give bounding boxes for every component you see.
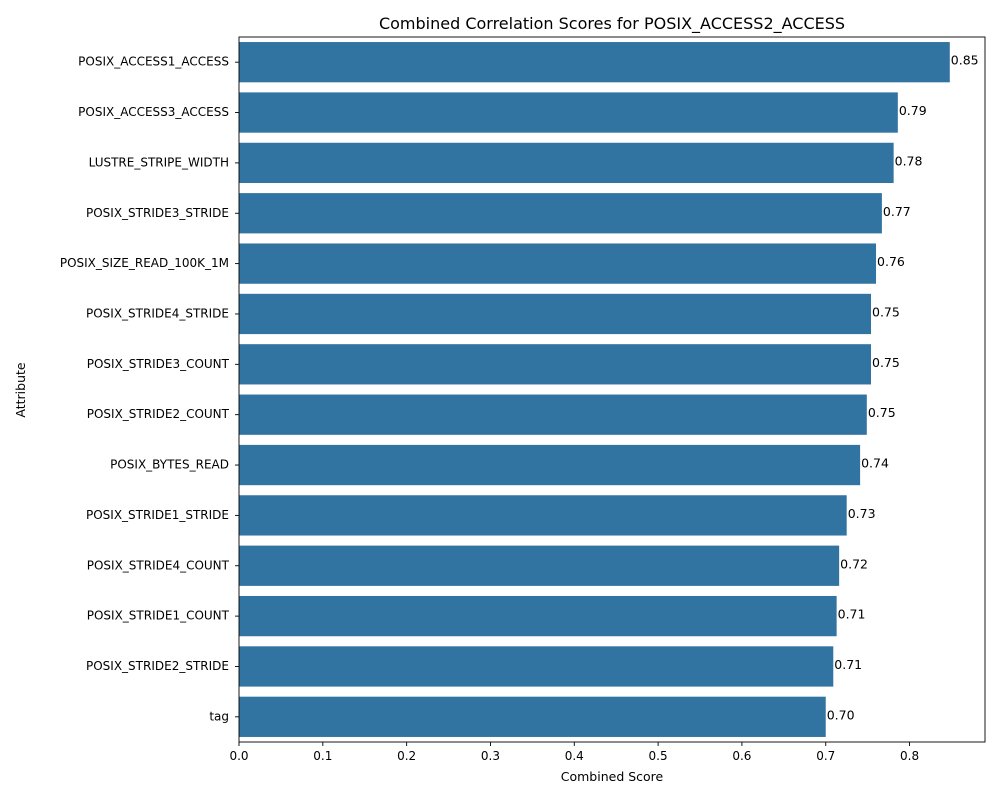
- bar-value-label: 0.71: [838, 607, 866, 622]
- y-tick-label: POSIX_STRIDE4_STRIDE: [86, 306, 229, 320]
- x-tick-label: 0.5: [649, 749, 668, 763]
- bar-value-label: 0.75: [872, 355, 900, 370]
- y-tick-label: POSIX_STRIDE3_STRIDE: [86, 206, 229, 220]
- bar: [239, 293, 872, 335]
- bar: [239, 495, 847, 536]
- bar: [239, 142, 894, 184]
- y-tick-label: POSIX_ACCESS3_ACCESS: [78, 105, 229, 119]
- bar: [239, 344, 872, 385]
- bar: [239, 545, 840, 586]
- bar: [239, 595, 837, 637]
- data-labels-layer: 0.85 0.79 0.78 0.77 0.76 0.75 0.75 0.75 0.74 0.73…: [827, 53, 979, 723]
- x-axis-label: Combined Score: [561, 769, 664, 784]
- y-axis-label: Attribute: [13, 362, 28, 418]
- bar: [239, 646, 834, 687]
- x-tick-label: 0.2: [397, 749, 416, 763]
- bar: [239, 42, 950, 83]
- bar: [239, 696, 826, 737]
- bar: [239, 444, 861, 486]
- bar-value-label: 0.85: [951, 53, 979, 68]
- x-axis-ticks: 0.0 0.1 0.2 0.3 0.4 0.5 0.6 0.7 0.8: [229, 742, 919, 763]
- bar-value-label: 0.75: [872, 304, 900, 319]
- bar-value-label: 0.74: [861, 456, 889, 471]
- bar-value-label: 0.75: [868, 405, 896, 420]
- y-tick-label: POSIX_STRIDE2_STRIDE: [86, 659, 229, 673]
- y-tick-label: POSIX_BYTES_READ: [110, 458, 229, 472]
- bar-value-label: 0.73: [848, 506, 876, 521]
- bar: [239, 243, 877, 284]
- bar-value-label: 0.72: [840, 556, 868, 571]
- x-tick-label: 0.3: [481, 749, 500, 763]
- x-tick-label: 0.0: [229, 749, 248, 763]
- y-tick-label: POSIX_SIZE_READ_100K_1M: [60, 256, 229, 270]
- bar-value-label: 0.71: [834, 657, 862, 672]
- bar: [239, 92, 898, 133]
- y-tick-label: POSIX_ACCESS1_ACCESS: [78, 55, 229, 69]
- bar-value-label: 0.78: [895, 153, 923, 168]
- y-tick-label: POSIX_STRIDE1_STRIDE: [86, 508, 229, 522]
- bar-value-label: 0.70: [827, 707, 855, 722]
- bars-layer: [239, 42, 950, 737]
- chart-title: Combined Correlation Scores for POSIX_AC…: [379, 14, 845, 34]
- x-tick-label: 0.8: [900, 749, 919, 763]
- y-axis-ticks: POSIX_ACCESS1_ACCESS POSIX_ACCESS3_ACCESS…: [60, 55, 239, 723]
- bar-value-label: 0.76: [877, 254, 905, 269]
- bar-value-label: 0.77: [883, 204, 911, 219]
- y-tick-label: POSIX_STRIDE4_COUNT: [87, 558, 230, 572]
- y-tick-label: POSIX_STRIDE2_COUNT: [87, 407, 230, 421]
- bar-value-label: 0.79: [899, 103, 927, 118]
- x-tick-label: 0.6: [732, 749, 751, 763]
- x-tick-label: 0.4: [565, 749, 584, 763]
- plot-frame: [238, 36, 986, 743]
- y-tick-label: POSIX_STRIDE3_COUNT: [87, 357, 230, 371]
- y-tick-label: POSIX_STRIDE1_COUNT: [87, 609, 230, 623]
- bar: [239, 193, 882, 234]
- y-tick-label: tag: [209, 709, 229, 723]
- x-tick-label: 0.7: [816, 749, 835, 763]
- x-tick-label: 0.1: [313, 749, 332, 763]
- y-tick-label: LUSTRE_STRIPE_WIDTH: [89, 155, 229, 169]
- bar: [239, 394, 867, 435]
